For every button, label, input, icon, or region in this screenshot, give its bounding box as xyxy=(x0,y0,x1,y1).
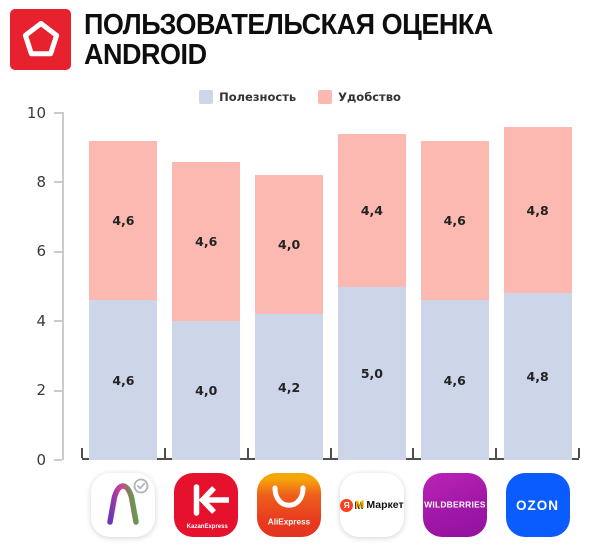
bar-segment-usefulness: 4,8 xyxy=(503,293,572,460)
wildberries-app-icon: WILDBERRIES xyxy=(422,473,487,537)
y-axis-tick-label: 10 xyxy=(26,103,46,122)
bar-value-label: 4,2 xyxy=(278,379,301,395)
legend-item-convenience: Удобство xyxy=(318,90,401,104)
bar-segment-convenience: 4,6 xyxy=(420,140,489,301)
bar-segment-usefulness: 4,6 xyxy=(89,300,158,460)
x-axis-tick xyxy=(81,448,83,458)
header: ПОЛЬЗОВАТЕЛЬСКАЯ ОЦЕНКА ANDROID xyxy=(10,9,524,70)
y-axis-tick xyxy=(54,112,62,114)
x-axis-tick xyxy=(412,448,415,458)
bar-segment-convenience: 4,8 xyxy=(503,126,572,294)
y-axis-tick-label: 6 xyxy=(36,242,46,261)
ozon-app-icon: OZON xyxy=(505,473,570,537)
bar-value-label: 5,0 xyxy=(360,365,383,381)
y-axis-tick-label: 4 xyxy=(36,311,46,330)
ozon-label: OZON xyxy=(516,497,560,513)
y-axis-tick xyxy=(54,320,62,323)
megamarket-app-icon xyxy=(91,473,156,537)
bar-4: 5,0 4,4 xyxy=(337,133,406,460)
bar-value-label: 4,0 xyxy=(195,383,218,399)
title-line-1: ПОЛЬЗОВАТЕЛЬСКАЯ ОЦЕНКА xyxy=(84,9,493,41)
arrow-k-logo-icon xyxy=(193,484,230,516)
bar-1: 4,6 4,6 xyxy=(89,140,158,460)
bar-value-label: 4,8 xyxy=(526,202,549,218)
bar-value-label: 4,0 xyxy=(278,237,301,253)
plot-area: 4,6 4,6 4,0 4,6 4,2 4,0 5,0 4,4 4,6 4,6 4,8 4,8 xyxy=(82,113,579,460)
market-m-icon: М xyxy=(355,499,365,511)
bar-value-label: 4,6 xyxy=(195,233,218,249)
y-axis-tick-label: 0 xyxy=(36,450,46,469)
x-axis-tick xyxy=(329,448,332,458)
x-axis-tick xyxy=(495,448,498,458)
kazanexpress-app-icon: KazanExpress xyxy=(174,473,239,537)
y-axis-tick xyxy=(54,389,62,392)
bar-value-label: 4,6 xyxy=(443,213,466,229)
wildberries-label: WILDBERRIES xyxy=(423,500,486,510)
aliexpress-app-icon: AliExpress xyxy=(257,473,322,537)
bar-segment-convenience: 4,6 xyxy=(89,140,158,301)
bar-value-label: 4,4 xyxy=(360,202,383,218)
x-axis-line xyxy=(82,458,579,460)
title-line-2: ANDROID xyxy=(84,39,207,71)
bag-smile-icon xyxy=(272,485,306,508)
bar-segment-usefulness: 4,6 xyxy=(420,300,489,460)
yandex-market-app-icon: Я М Маркет xyxy=(339,473,404,537)
bar-value-label: 4,6 xyxy=(112,372,135,388)
aliexpress-label: AliExpress xyxy=(267,517,311,527)
bar-2: 4,0 4,6 xyxy=(172,161,241,460)
bar-segment-usefulness: 4,2 xyxy=(255,314,324,460)
bar-5: 4,6 4,6 xyxy=(420,140,489,460)
kazanexpress-label: KazanExpress xyxy=(187,523,229,530)
bar-3: 4,2 4,0 xyxy=(255,175,324,460)
x-axis-tick xyxy=(246,448,249,458)
legend-item-usefulness: Полезность xyxy=(199,90,296,104)
x-axis-tick xyxy=(578,448,580,458)
bar-segment-convenience: 4,4 xyxy=(337,133,406,287)
page-title: ПОЛЬЗОВАТЕЛЬСКАЯ ОЦЕНКА ANDROID xyxy=(84,10,493,70)
y-axis-tick xyxy=(54,250,62,253)
brand-logo xyxy=(10,9,71,70)
chart-legend: Полезность Удобство xyxy=(0,90,600,104)
convenience-swatch xyxy=(318,90,333,104)
bar-segment-usefulness: 5,0 xyxy=(337,286,406,460)
check-badge-icon xyxy=(134,478,149,494)
bar-6: 4,8 4,8 xyxy=(503,126,572,460)
x-axis-tick xyxy=(163,448,166,458)
legend-label: Полезность xyxy=(219,90,297,104)
yandex-market-label: Маркет xyxy=(366,499,404,511)
bar-value-label: 4,6 xyxy=(112,213,135,229)
y-axis-tick xyxy=(54,459,62,461)
y-axis-tick-label: 8 xyxy=(36,172,46,191)
bar-segment-usefulness: 4,0 xyxy=(172,321,241,460)
bar-segment-convenience: 4,6 xyxy=(172,161,241,322)
y-axis-tick-label: 2 xyxy=(36,381,46,400)
app-icons-row: KazanExpress AliExpress Я М Маркет xyxy=(82,473,579,537)
bar-value-label: 4,6 xyxy=(443,372,466,388)
y-axis-line xyxy=(62,112,64,460)
y-axis-tick xyxy=(54,181,62,184)
usefulness-swatch xyxy=(199,90,214,104)
pentagon-icon xyxy=(22,20,59,56)
yandex-ya-icon: Я xyxy=(340,498,354,512)
bar-value-label: 4,8 xyxy=(526,369,549,385)
bar-segment-convenience: 4,0 xyxy=(255,175,324,315)
shopping-bag-icon xyxy=(105,478,149,526)
legend-label: Удобство xyxy=(338,90,401,104)
